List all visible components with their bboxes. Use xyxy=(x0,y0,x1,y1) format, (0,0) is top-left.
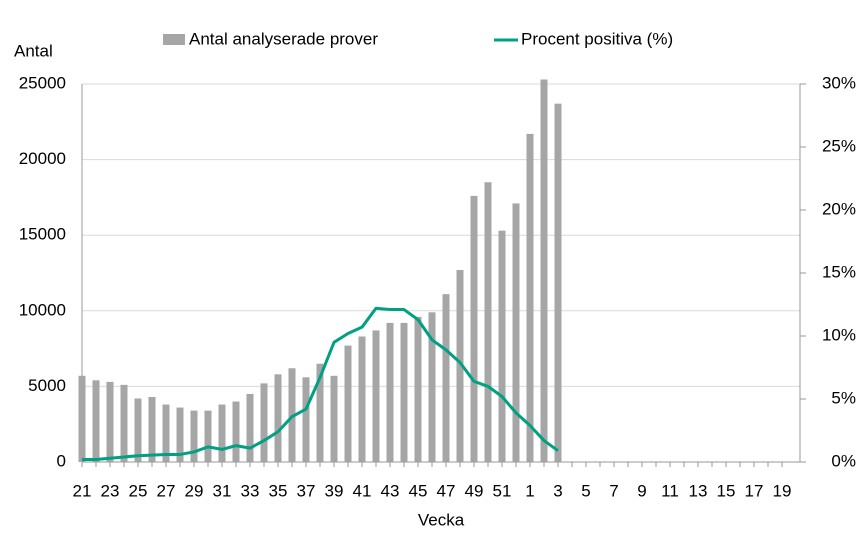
bar xyxy=(246,393,254,462)
bar xyxy=(316,363,324,462)
bar xyxy=(512,203,520,462)
bar xyxy=(218,404,226,462)
bar xyxy=(302,377,310,462)
x-tick-label: 27 xyxy=(157,481,176,500)
bar xyxy=(540,79,548,463)
x-tick-label: 17 xyxy=(745,481,764,500)
x-tick-label: 51 xyxy=(493,481,512,500)
x-tick-label: 29 xyxy=(185,481,204,500)
y2-tick-label: 20% xyxy=(822,199,856,218)
x-tick-label: 15 xyxy=(717,481,736,500)
y2-tick-label: 15% xyxy=(822,262,856,281)
bar xyxy=(176,407,184,462)
bar xyxy=(330,375,338,462)
x-tick-label: 3 xyxy=(553,481,562,500)
x-tick-label: 9 xyxy=(637,481,646,500)
x-tick-label: 41 xyxy=(353,481,372,500)
bar xyxy=(204,410,212,462)
x-tick-label: 49 xyxy=(465,481,484,500)
legend-label: Antal analyserade prover xyxy=(189,29,378,48)
x-tick-label: 33 xyxy=(241,481,260,500)
bar xyxy=(414,316,422,462)
x-tick-label: 21 xyxy=(73,481,92,500)
x-tick-label: 1 xyxy=(525,481,534,500)
x-tick-label: 47 xyxy=(437,481,456,500)
bar xyxy=(442,294,450,462)
x-tick-label: 45 xyxy=(409,481,428,500)
x-tick-label: 43 xyxy=(381,481,400,500)
x-tick-label: 7 xyxy=(609,481,618,500)
bar xyxy=(470,195,478,462)
y-tick-label: 20000 xyxy=(19,149,66,168)
bar xyxy=(162,404,170,462)
y-tick-label: 0 xyxy=(57,451,66,470)
bar xyxy=(526,133,534,462)
y2-tick-label: 5% xyxy=(831,388,856,407)
bar xyxy=(400,322,408,462)
bar xyxy=(106,381,114,462)
x-tick-label: 35 xyxy=(269,481,288,500)
bar xyxy=(386,322,394,462)
bar xyxy=(456,269,464,462)
x-tick-label: 25 xyxy=(129,481,148,500)
bar xyxy=(484,182,492,462)
x-axis-title: Vecka xyxy=(418,510,465,529)
line xyxy=(82,306,559,461)
bar xyxy=(190,410,198,462)
bar xyxy=(78,375,86,462)
y-tick-label: 5000 xyxy=(28,376,66,395)
bar xyxy=(260,383,268,462)
y-tick-label: 15000 xyxy=(19,225,66,244)
bar xyxy=(554,103,562,462)
bar xyxy=(372,330,380,462)
y-axis-title: Antal xyxy=(14,41,53,60)
bar xyxy=(344,345,352,462)
bar xyxy=(148,396,156,462)
y2-tick-label: 30% xyxy=(822,73,856,92)
y2-tick-label: 25% xyxy=(822,136,856,155)
x-tick-label: 11 xyxy=(661,481,679,500)
bar xyxy=(498,230,506,462)
y2-tick-label: 10% xyxy=(822,325,856,344)
y-tick-label: 10000 xyxy=(19,300,66,319)
bar xyxy=(120,384,128,462)
x-tick-label: 19 xyxy=(773,481,792,500)
x-tick-label: 13 xyxy=(689,481,708,500)
x-tick-label: 37 xyxy=(297,481,316,500)
bar xyxy=(274,374,282,462)
x-tick-label: 31 xyxy=(213,481,232,500)
bar xyxy=(358,336,366,462)
bar xyxy=(134,398,142,462)
legend-swatch xyxy=(163,34,185,45)
y2-tick-label: 0% xyxy=(831,451,856,470)
bar xyxy=(428,312,436,462)
x-tick-label: 39 xyxy=(325,481,344,500)
bar xyxy=(232,401,240,462)
x-tick-label: 5 xyxy=(581,481,590,500)
bar xyxy=(92,380,100,462)
legend-label: Procent positiva (%) xyxy=(521,29,673,48)
y-tick-label: 25000 xyxy=(19,73,66,92)
x-tick-label: 23 xyxy=(101,481,120,500)
